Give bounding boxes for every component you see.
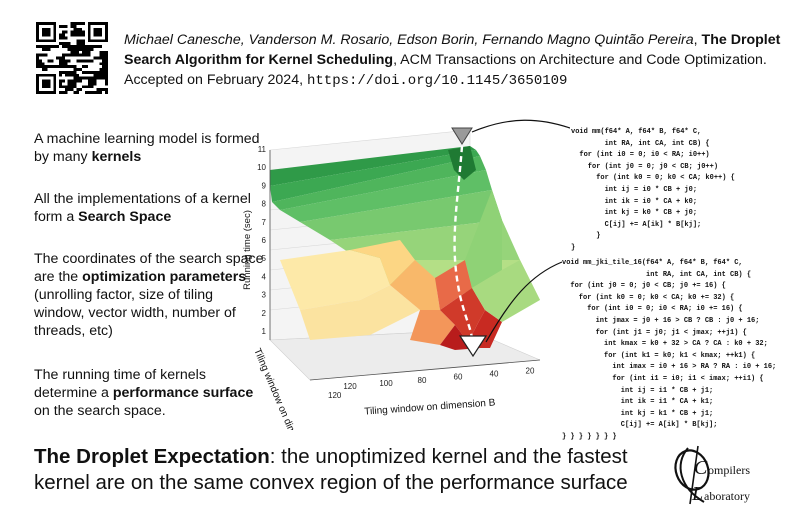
bullet-emphasis: performance surface — [112, 385, 254, 401]
code-line: for (int k1 = k0; k1 < kmax; ++k1) { — [562, 351, 756, 360]
bullet-text: All the implementations of a kernel form… — [34, 191, 251, 225]
code-line: void mm_jki_tile_16(f64* A, f64* B, f64*… — [562, 259, 743, 267]
bullet-text: The coordinates of the search space are … — [34, 251, 264, 285]
code-line: int ij = i0 * CB + j0; — [571, 185, 698, 194]
z-tick-label: 8 — [262, 200, 267, 209]
z-tick-label: 5 — [262, 254, 267, 263]
code-line: int ik = i1 * CA + k1; — [562, 398, 714, 407]
code-line: int ik = i0 * CA + k0; — [571, 197, 698, 206]
logo-ompilers: ompilers — [708, 463, 750, 477]
code-line: } } } } } } } — [562, 432, 617, 441]
citation-venue: , ACM Transactions on Architecture and C… — [124, 52, 767, 88]
gray-down-triangle-icon — [451, 127, 473, 145]
logo-c: C — [694, 457, 708, 479]
bullet-coordinates: The coordinates of the search space are … — [34, 250, 266, 340]
performance-surface-plot: 1 2 3 4 5 6 7 8 9 10 11 Running time (sec) 120 100 8… — [242, 119, 570, 430]
code-line: int RA, int CA, int CB) { — [562, 270, 752, 279]
b-tick-label: 40 — [490, 370, 499, 379]
z-tick-label: 2 — [262, 309, 267, 318]
code-line: int RA, int CA, int CB) { — [571, 139, 710, 148]
code-line: } — [571, 232, 601, 241]
bullet-text-tail: on the search space. — [34, 403, 166, 419]
white-down-triangle-icon — [458, 335, 488, 358]
tiled-kernel-code: void mm_jki_tile_16(f64* A, f64* B, f64*… — [562, 258, 776, 444]
logo-l: L — [691, 483, 703, 505]
arrow-to-tiled-code — [485, 261, 563, 343]
bullet-text-tail: (unrolling factor, size of tiling window… — [34, 287, 236, 339]
bullet-text: A machine learning model is formed by ma… — [34, 131, 260, 165]
z-tick-label: 10 — [257, 163, 266, 172]
b-tick-label: 20 — [526, 367, 535, 376]
citation-doi-link[interactable]: https://doi.org/10.1145/3650109 — [306, 73, 568, 89]
z-tick-label: 3 — [262, 291, 267, 300]
citation-title: The Droplet Search Algorithm for Kernel … — [124, 32, 781, 68]
naive-kernel-code: void mm(f64* A, f64* B, f64* C, int RA, … — [571, 127, 735, 255]
b-axis-ticks: 120 100 80 60 40 20 — [343, 367, 535, 392]
droplet-expectation: The Droplet Expectation: the unoptimized… — [34, 444, 654, 496]
surface — [270, 146, 540, 350]
citation: Michael Canesche, Vanderson M. Rosario, … — [124, 32, 781, 89]
code-line: for (int i0 = 0; i0 < RA; i0 += 16) { — [562, 305, 743, 314]
b-axis-label: Tiling window on dimension B — [364, 397, 496, 417]
compilers-lab-logo-icon: C ompilers L aboratory — [674, 445, 750, 505]
logo-aboratory: aboratory — [704, 489, 750, 503]
b-tick-label: 100 — [379, 379, 393, 388]
code-line: C[ij] += A[ik] * B[kj]; — [571, 220, 702, 229]
citation-authors: Michael Canesche, Vanderson M. Rosario, … — [124, 32, 694, 48]
b-tick-label: 80 — [418, 376, 427, 385]
code-line: for (int k0 = 0; k0 < CA; k0++) { — [571, 174, 735, 183]
z-tick-label: 4 — [262, 272, 267, 281]
z-axis-ticks: 1 2 3 4 5 6 7 8 9 10 11 — [257, 145, 266, 336]
z-tick-label: 1 — [262, 327, 267, 336]
code-line: C[ij] += A[ik] * B[kj]; — [562, 421, 718, 430]
z-tick-label: 11 — [258, 145, 267, 154]
code-line: int kj = k0 * CB + j0; — [571, 209, 698, 218]
code-line: } — [571, 243, 576, 252]
bullet-emphasis: optimization parameters — [82, 269, 247, 285]
expectation-title: The Droplet Expectation — [34, 445, 270, 468]
code-line: int kmax = k0 + 32 > CA ? CA : k0 + 32; — [562, 340, 768, 349]
code-line: int ij = i1 * CB + j1; — [562, 386, 714, 395]
code-line: int kj = k1 * CB + j1; — [562, 409, 714, 418]
b-tick-label: 60 — [454, 373, 463, 382]
code-line: for (int j1 = j0; j1 < jmax; ++j1) { — [562, 328, 747, 337]
z-tick-label: 6 — [262, 236, 267, 245]
code-line: for (int i0 = 0; i0 < RA; i0++) — [571, 151, 710, 160]
bullet-text: The running time of kernels determine a — [34, 367, 206, 401]
code-line: for (int j0 = 0; j0 < CB; j0++) — [571, 162, 719, 171]
bullet-search-space: All the implementations of a kernel form… — [34, 190, 266, 226]
z-tick-label: 7 — [262, 218, 267, 227]
b-tick-label: 120 — [343, 382, 357, 391]
z-tick-label: 9 — [262, 181, 267, 190]
bullet-emphasis: kernels — [91, 149, 142, 165]
z-axis-label: Running time (sec) — [242, 210, 253, 290]
code-line: int jmax = j0 + 16 > CB ? CB : j0 + 16; — [562, 316, 760, 325]
code-line: for (int k0 = 0; k0 < CA; k0 += 32) { — [562, 293, 735, 302]
bullet-kernels: A machine learning model is formed by ma… — [34, 130, 266, 166]
bullet-running-time: The running time of kernels determine a … — [34, 366, 266, 420]
code-line: void mm(f64* A, f64* B, f64* C, — [571, 128, 702, 136]
code-line: int imax = i0 + 16 > RA ? RA : i0 + 16; — [562, 363, 777, 372]
qr-code-icon — [36, 22, 108, 94]
c-axis-tick: 120 — [328, 391, 342, 400]
code-line: for (int i1 = i0; i1 < imax; ++i1) { — [562, 374, 764, 383]
expectation-text: : the unoptimized kernel and the fastest… — [34, 445, 628, 494]
bullet-emphasis: Search Space — [78, 209, 172, 225]
code-line: for (int j0 = 0; j0 < CB; j0 += 16) { — [562, 282, 726, 291]
arrow-to-naive-code — [471, 119, 570, 133]
